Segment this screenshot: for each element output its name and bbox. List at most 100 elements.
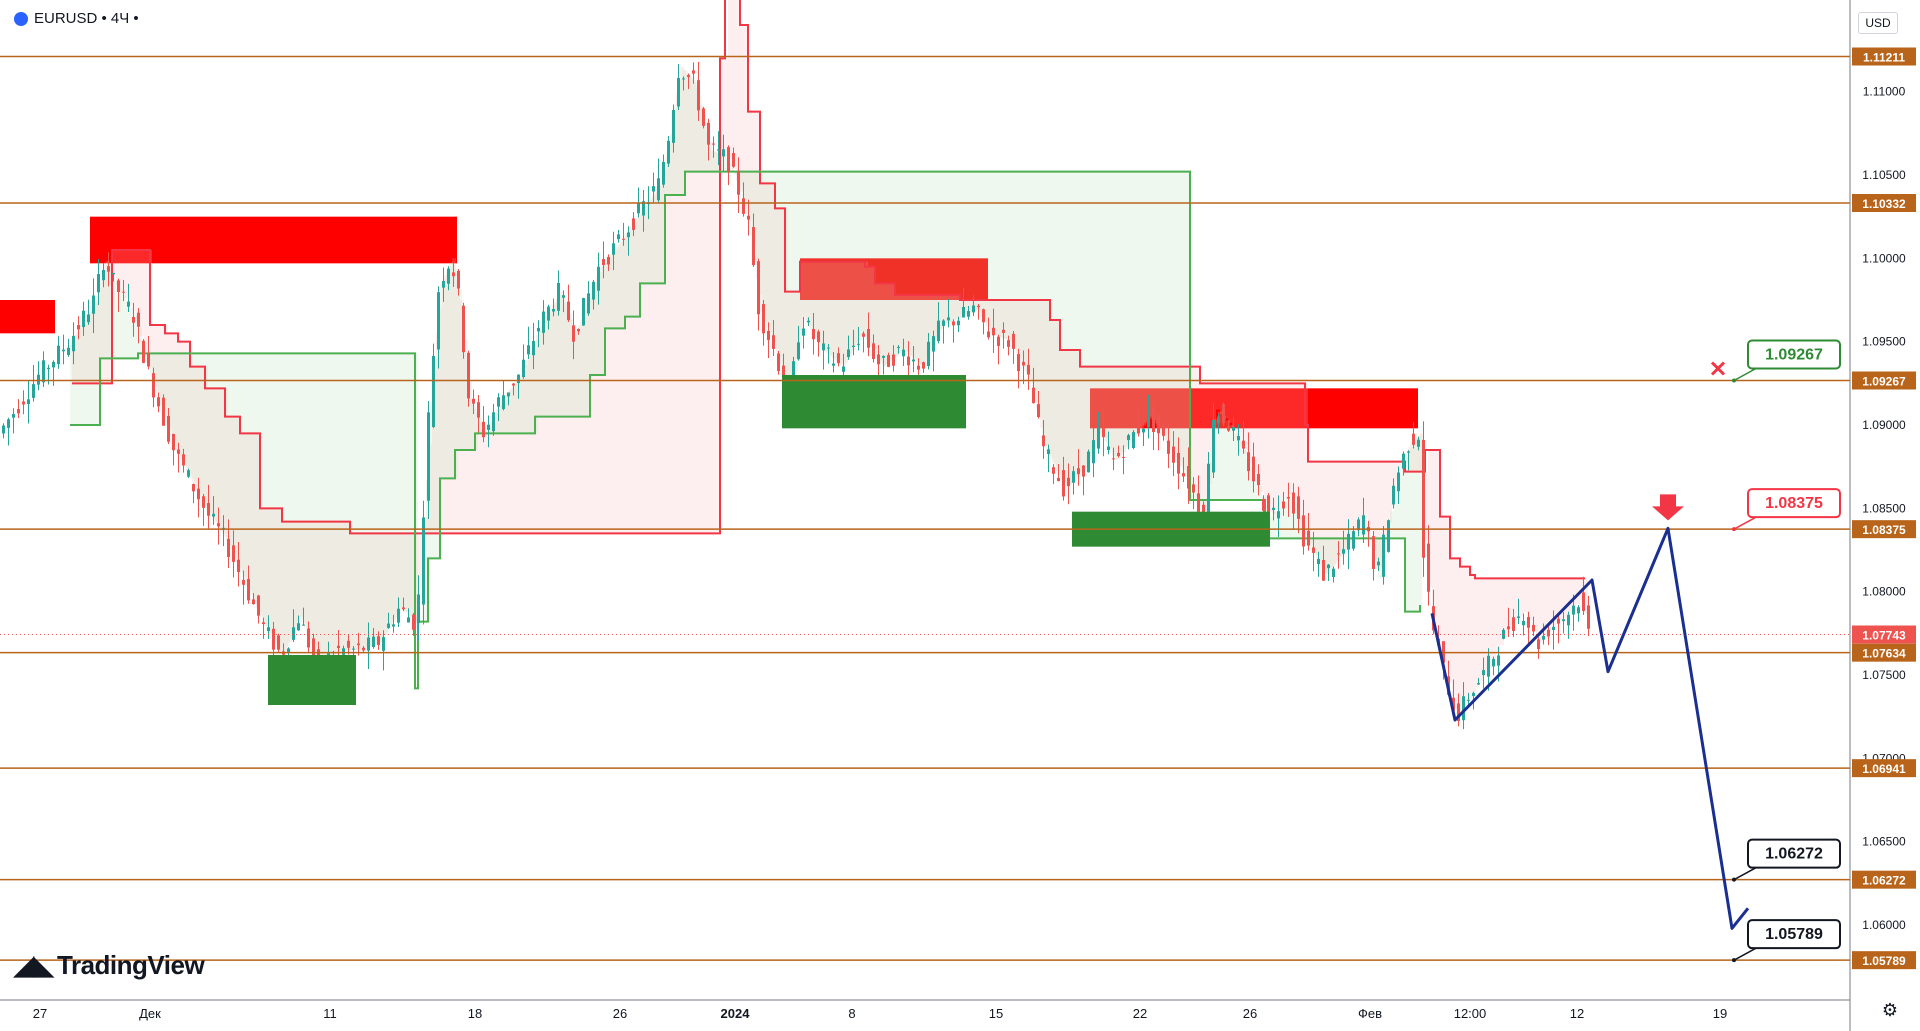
candle — [382, 630, 385, 671]
trailing-fill-red — [920, 295, 924, 365]
trailing-fill-red — [120, 250, 124, 292]
trailing-fill-green — [1222, 416, 1226, 500]
candle — [1312, 531, 1315, 572]
trailing-fill-red — [792, 291, 796, 387]
candle — [667, 135, 670, 167]
candle — [1187, 447, 1190, 504]
trailing-fill-red — [1360, 461, 1364, 525]
trailing-fill-green — [1406, 452, 1410, 612]
candle — [977, 303, 980, 320]
trailing-fill-red — [360, 533, 364, 650]
candle — [982, 308, 985, 335]
candle — [1427, 525, 1430, 606]
trailing-fill-red — [1024, 300, 1028, 371]
candle-body — [372, 636, 375, 648]
candle-body — [417, 594, 420, 624]
candle — [952, 319, 955, 343]
trailing-fill-red — [328, 521, 332, 660]
trailing-fill-red — [1160, 366, 1164, 434]
candle — [1347, 519, 1350, 570]
candle-body — [1537, 639, 1540, 650]
trailing-fill-green — [986, 171, 990, 327]
candle-body — [1502, 629, 1505, 639]
trailing-fill-red — [776, 208, 780, 354]
candle-body — [1292, 492, 1295, 514]
candle-body — [557, 282, 560, 311]
trailing-fill-green — [942, 171, 946, 325]
candle-body — [697, 80, 700, 111]
trailing-fill-green — [786, 171, 790, 387]
trailing-fill-red — [1472, 575, 1476, 693]
candle — [1532, 616, 1535, 636]
candle-body — [12, 413, 15, 418]
candle — [487, 415, 490, 448]
candle-body — [652, 186, 655, 192]
symbol-title-text: EURUSD • 4Ч • — [34, 10, 139, 27]
trailing-fill-green — [582, 314, 586, 417]
candle-body — [877, 354, 880, 365]
trailing-fill-green — [82, 321, 86, 425]
trailing-fill-green — [266, 353, 270, 630]
trailing-fill-green — [802, 171, 806, 317]
candle-body — [17, 409, 20, 414]
trailing-fill-green — [366, 353, 370, 648]
candle — [27, 380, 30, 424]
candle — [602, 241, 605, 279]
trailing-fill-red — [392, 533, 396, 622]
trailing-fill-red — [540, 325, 544, 534]
trailing-fill-red — [884, 283, 888, 365]
gear-icon[interactable]: ⚙ — [1881, 1000, 1899, 1020]
trailing-fill-green — [794, 171, 798, 373]
currency-button[interactable]: USD — [1858, 12, 1898, 34]
trailing-fill-red — [468, 380, 472, 534]
symbol-title[interactable]: EURUSD • 4Ч • — [14, 10, 139, 27]
candle — [147, 336, 150, 370]
trailing-fill-green — [374, 353, 378, 645]
trailing-fill-green — [1174, 171, 1178, 457]
candle-body — [1117, 452, 1120, 456]
trailing-fill-red — [1112, 366, 1116, 456]
trailing-fill-green — [762, 171, 766, 317]
candle-body — [757, 261, 760, 315]
candle-body — [1242, 440, 1245, 449]
candle — [927, 332, 930, 370]
candle — [1142, 428, 1145, 446]
trailing-fill-red — [1100, 366, 1104, 434]
trailing-fill-green — [530, 350, 534, 434]
price-level-label: 1.09267 — [1862, 375, 1906, 389]
trailing-fill-red — [1276, 383, 1280, 510]
candle — [247, 565, 250, 604]
candle — [937, 302, 940, 344]
trailing-fill-green — [502, 397, 506, 434]
candle-body — [2, 425, 5, 434]
candle — [1062, 456, 1065, 501]
trailing-fill-green — [594, 282, 598, 375]
trailing-fill-red — [264, 508, 268, 627]
candle-body — [1357, 519, 1360, 531]
trailing-fill-green — [1146, 171, 1150, 422]
candle-body — [102, 269, 105, 281]
trailing-fill-red — [128, 250, 132, 305]
trailing-fill-red — [240, 433, 244, 573]
trailing-fill-red — [1320, 461, 1324, 566]
trailing-fill-red — [1028, 300, 1032, 380]
trailing-fill-green — [638, 214, 642, 317]
candle — [1262, 495, 1265, 512]
trailing-fill-green — [170, 353, 174, 435]
trailing-fill-green — [830, 171, 834, 357]
trailing-fill-red — [1488, 578, 1492, 668]
candle — [1542, 623, 1545, 645]
trailing-fill-red — [212, 388, 216, 520]
trailing-fill-green — [870, 171, 874, 347]
trailing-fill-red — [1164, 366, 1168, 440]
target-callout-dot — [1732, 527, 1736, 532]
candle — [652, 172, 655, 204]
trailing-fill-red — [1076, 350, 1080, 477]
candle — [492, 403, 495, 436]
candle — [442, 267, 445, 302]
trailing-fill-red — [1528, 578, 1532, 620]
candle-body — [672, 109, 675, 143]
candle — [552, 298, 555, 317]
